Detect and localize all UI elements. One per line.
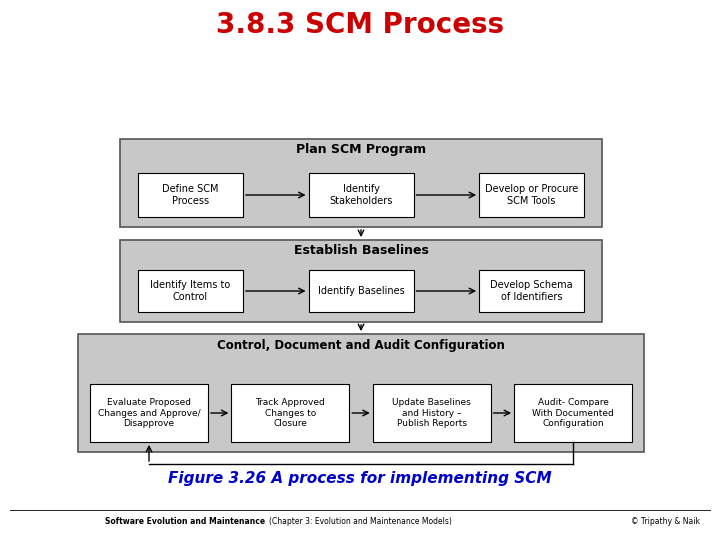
Text: Identify Items to
Control: Identify Items to Control	[150, 280, 230, 302]
FancyBboxPatch shape	[514, 384, 632, 442]
FancyBboxPatch shape	[479, 173, 584, 217]
Text: Identify Baselines: Identify Baselines	[318, 286, 405, 296]
Text: Audit- Compare
With Documented
Configuration: Audit- Compare With Documented Configura…	[532, 398, 614, 428]
FancyBboxPatch shape	[231, 384, 349, 442]
FancyBboxPatch shape	[138, 270, 243, 312]
Text: Figure 3.26 A process for implementing SCM: Figure 3.26 A process for implementing S…	[168, 470, 552, 485]
FancyBboxPatch shape	[373, 384, 490, 442]
FancyBboxPatch shape	[78, 334, 644, 452]
Text: Establish Baselines: Establish Baselines	[294, 245, 428, 258]
FancyBboxPatch shape	[308, 173, 413, 217]
Text: Define SCM
Process: Define SCM Process	[162, 184, 219, 206]
Text: Plan SCM Program: Plan SCM Program	[296, 144, 426, 157]
FancyBboxPatch shape	[120, 240, 602, 322]
Text: Software Evolution and Maintenance: Software Evolution and Maintenance	[105, 517, 265, 526]
FancyBboxPatch shape	[120, 139, 602, 227]
Text: © Tripathy & Naik: © Tripathy & Naik	[631, 517, 700, 526]
FancyBboxPatch shape	[479, 270, 584, 312]
Text: Update Baselines
and History –
Publish Reports: Update Baselines and History – Publish R…	[392, 398, 471, 428]
FancyBboxPatch shape	[90, 384, 208, 442]
FancyBboxPatch shape	[138, 173, 243, 217]
Text: (Chapter 3: Evolution and Maintenance Models): (Chapter 3: Evolution and Maintenance Mo…	[269, 517, 451, 526]
Text: Track Approved
Changes to
Closure: Track Approved Changes to Closure	[256, 398, 325, 428]
Text: Develop Schema
of Identifiers: Develop Schema of Identifiers	[490, 280, 573, 302]
Text: Evaluate Proposed
Changes and Approve/
Disapprove: Evaluate Proposed Changes and Approve/ D…	[98, 398, 200, 428]
Text: 3.8.3 SCM Process: 3.8.3 SCM Process	[216, 11, 504, 39]
Text: Identify
Stakeholders: Identify Stakeholders	[329, 184, 392, 206]
Text: Control, Document and Audit Configuration: Control, Document and Audit Configuratio…	[217, 339, 505, 352]
Text: Develop or Procure
SCM Tools: Develop or Procure SCM Tools	[485, 184, 578, 206]
FancyBboxPatch shape	[308, 270, 413, 312]
